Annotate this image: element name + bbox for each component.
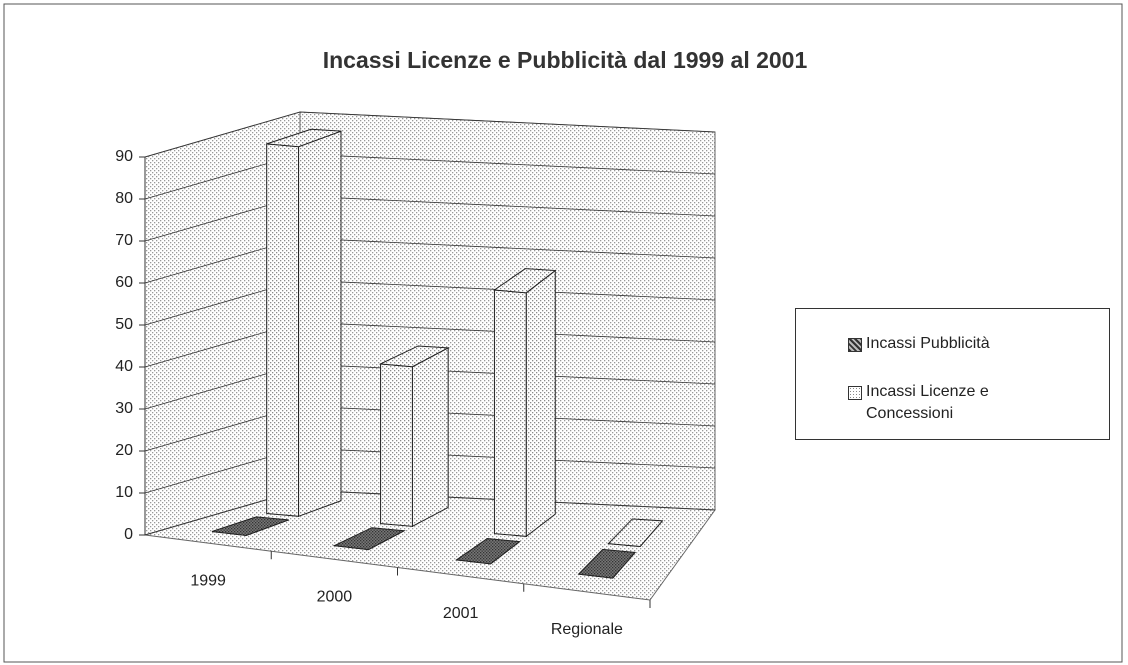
y-tick-label: 0 <box>124 526 133 543</box>
y-tick-label: 20 <box>115 442 133 459</box>
bar <box>455 538 521 565</box>
chart-title: Incassi Licenze e Pubblicità dal 1999 al… <box>323 47 808 73</box>
legend-entry: Incassi Pubblicità <box>848 333 1048 355</box>
bar-front <box>380 363 413 527</box>
bar <box>577 548 637 579</box>
bar <box>332 527 406 551</box>
bar <box>378 345 450 528</box>
bar-top <box>211 516 289 536</box>
bar <box>211 516 289 536</box>
bar-top <box>332 527 406 551</box>
legend: Incassi Pubblicità Incassi Licenze e Conc… <box>795 308 1110 440</box>
bar <box>607 518 664 547</box>
bar-top <box>455 538 521 565</box>
bar-side <box>298 130 342 518</box>
x-tick-label: 1999 <box>190 572 226 589</box>
y-tick-label: 60 <box>115 274 133 291</box>
y-tick-label: 70 <box>115 232 133 249</box>
bar <box>493 268 557 538</box>
x-tick-label: Regionale <box>551 621 623 638</box>
y-tick-label: 10 <box>115 484 133 501</box>
legend-swatch <box>848 338 862 352</box>
y-tick-label: 50 <box>115 316 133 333</box>
y-tick-label: 90 <box>115 148 133 165</box>
y-tick-label: 30 <box>115 400 133 417</box>
bar-side <box>525 269 556 538</box>
bar-top <box>493 268 557 294</box>
bar-top <box>266 128 342 148</box>
bar <box>266 128 342 518</box>
bar-side <box>411 347 449 528</box>
bar-top <box>577 548 637 579</box>
frame <box>3 3 1123 663</box>
bar-top <box>378 345 450 368</box>
bar-top <box>607 518 664 547</box>
legend-label: Incassi Pubblicità <box>866 335 990 352</box>
x-tick-label: 2000 <box>317 589 353 606</box>
x-tick-label: 2001 <box>443 605 479 622</box>
grid-line <box>144 111 716 158</box>
legend-swatch <box>848 386 862 400</box>
y-tick-label: 40 <box>115 358 133 375</box>
y-tick-label: 80 <box>115 190 133 207</box>
bar-front <box>493 289 527 537</box>
legend-label: Incassi Licenze e Concessioni <box>866 383 989 422</box>
bar-front <box>266 143 300 517</box>
legend-entry: Incassi Licenze e Concessioni <box>848 381 1048 425</box>
